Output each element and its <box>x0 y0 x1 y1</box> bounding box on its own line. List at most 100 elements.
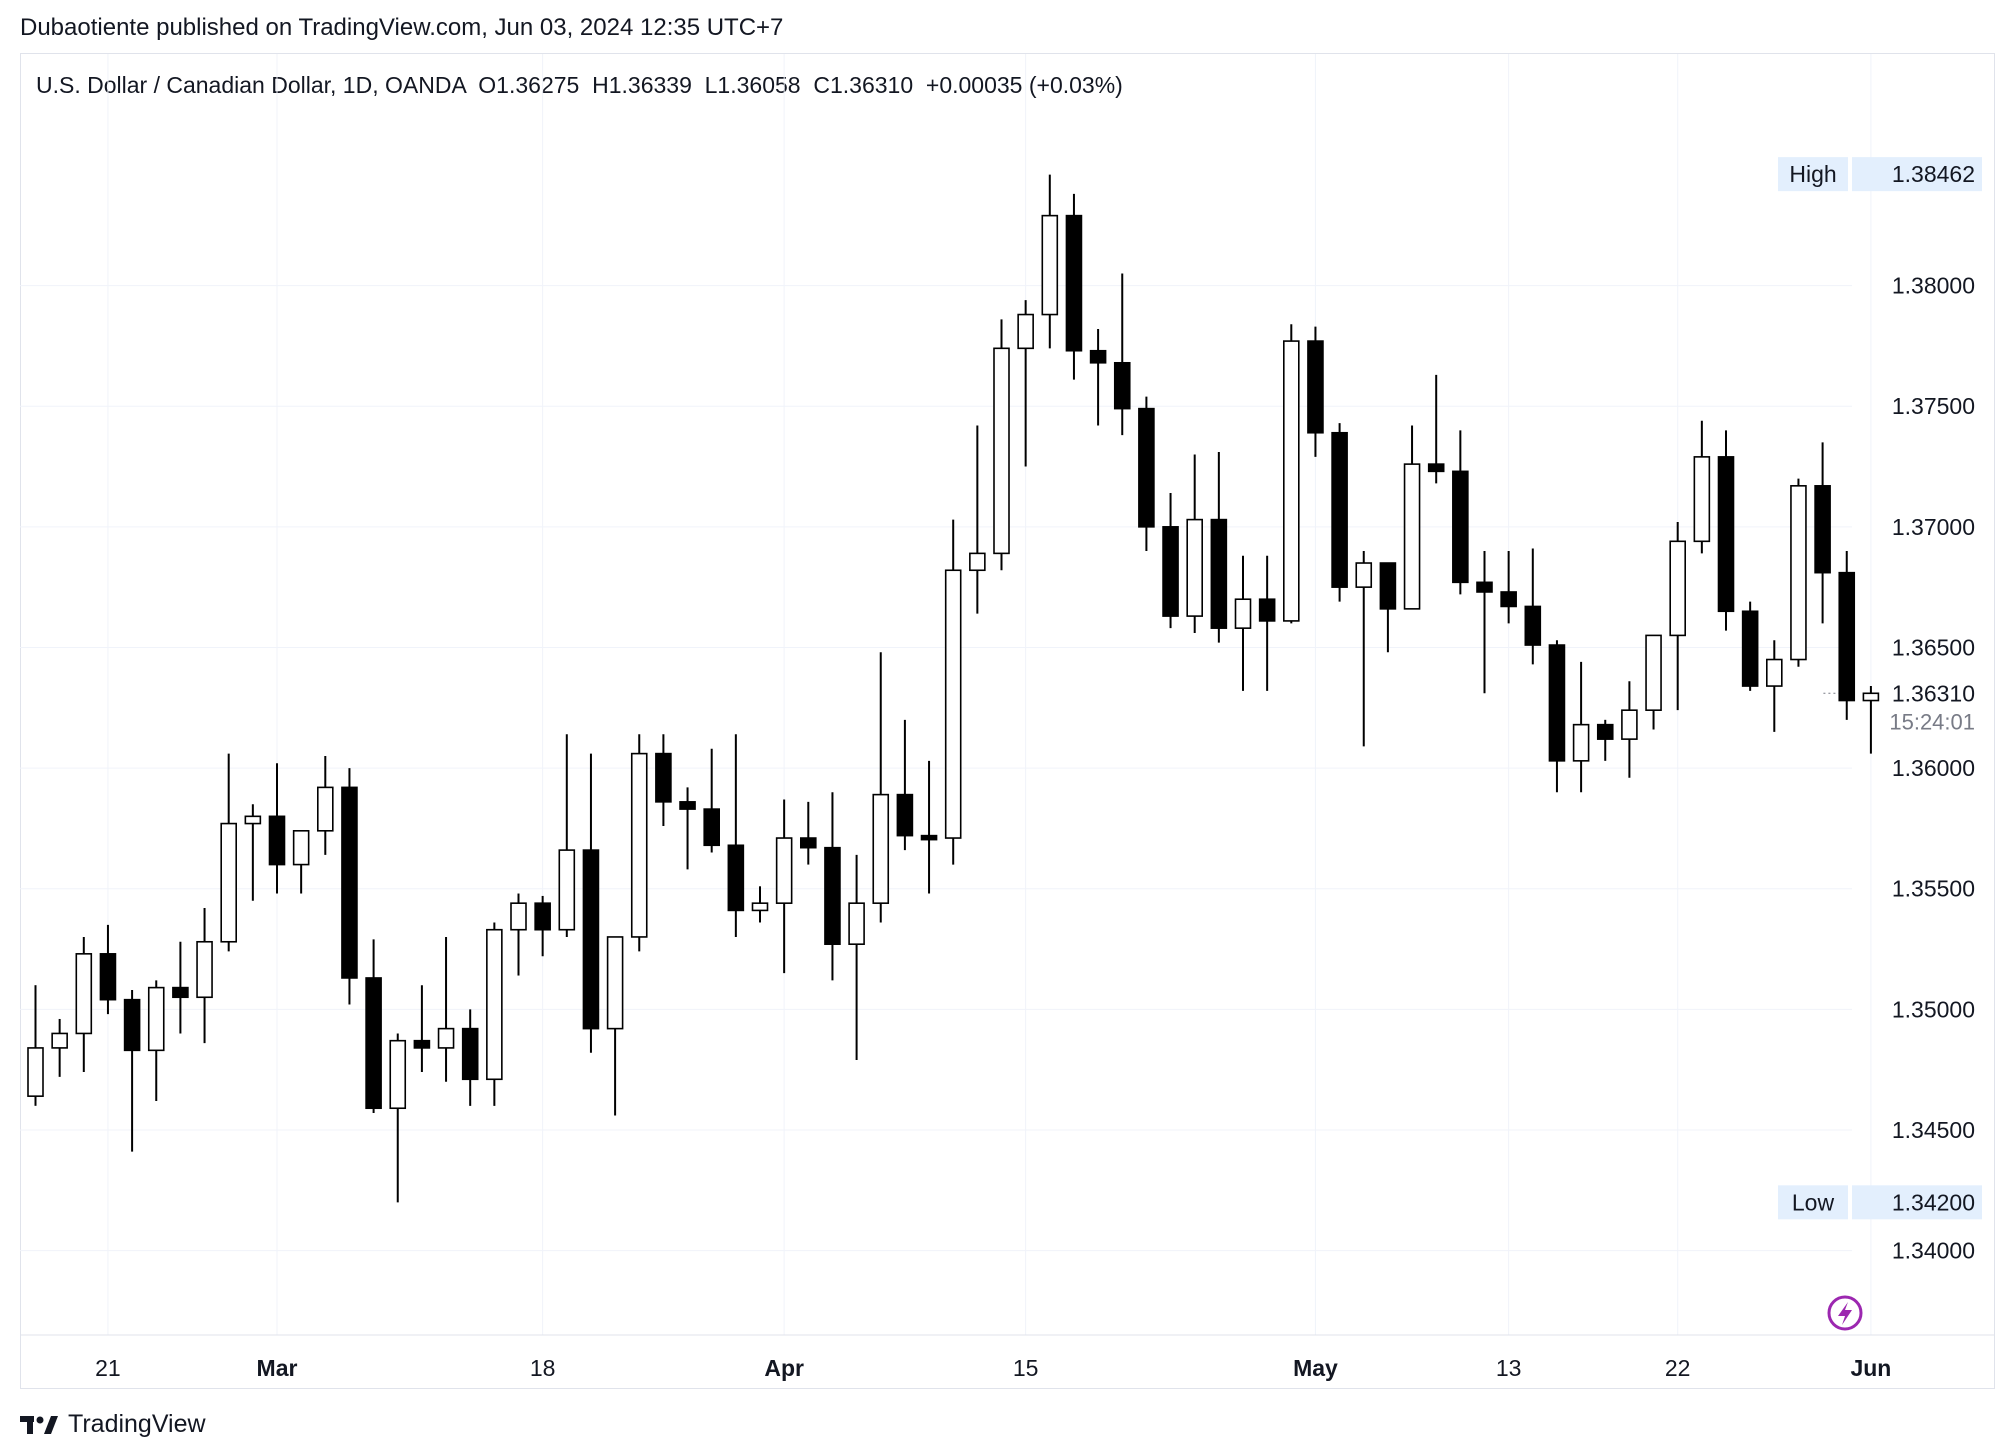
price-tick-label: 1.37000 <box>1892 514 1975 540</box>
candle <box>1283 324 1300 624</box>
candle <box>848 854 865 1060</box>
candle-body-up <box>220 822 237 943</box>
candle <box>437 936 455 1082</box>
candle <box>824 792 841 981</box>
chart-frame <box>20 53 1995 1389</box>
candle-body-up <box>606 936 624 1030</box>
candle <box>123 990 141 1152</box>
candle-body-up <box>1186 518 1203 617</box>
price-tick-label: 1.34000 <box>1892 1238 1975 1264</box>
candle-body-up <box>1234 598 1252 629</box>
candle <box>172 941 189 1034</box>
candle <box>147 980 165 1101</box>
candle-body-up <box>510 902 527 931</box>
candle-body-up <box>244 815 262 825</box>
candle-body-up <box>486 928 503 1081</box>
candle <box>99 924 117 1015</box>
candle <box>606 936 624 1116</box>
candle <box>1693 420 1711 554</box>
price-tick-label: 1.34500 <box>1892 1117 1975 1143</box>
candle-body-down <box>1548 644 1566 762</box>
candle-body-down <box>1162 526 1179 617</box>
candle <box>1186 454 1203 633</box>
low-tag: Low 1.34200 <box>1778 1185 1982 1220</box>
candle-body-up <box>848 902 865 945</box>
candle <box>1403 425 1421 610</box>
low-tag-value: 1.34200 <box>1892 1189 1975 1215</box>
candle-body-up <box>437 1027 455 1049</box>
high-tag-value: 1.38462 <box>1892 161 1975 187</box>
lightning-icon[interactable] <box>1827 1295 1863 1331</box>
candle-body-up <box>75 953 93 1035</box>
tradingview-logo-icon <box>20 1415 58 1434</box>
candle <box>1862 686 1880 754</box>
ohlc-high: H1.36339 <box>592 72 692 98</box>
candle-body-up <box>292 830 310 866</box>
candle-body-down <box>1427 463 1445 473</box>
candle-body-down <box>1524 605 1542 646</box>
candle-body-down <box>1210 518 1228 629</box>
candle-body-down <box>1717 456 1735 613</box>
low-tag-label-bg <box>1778 1185 1848 1220</box>
candle-body-down <box>1452 470 1469 584</box>
high-tag-label-bg <box>1778 157 1848 192</box>
candle-body-up <box>1766 658 1783 687</box>
candle-body-up <box>944 569 962 839</box>
candle <box>1476 550 1493 694</box>
tradingview-footer[interactable]: TradingView <box>20 1410 206 1439</box>
candle-body-down <box>534 902 551 931</box>
time-tick-label: May <box>1293 1355 1338 1381</box>
candle-body-up <box>1283 340 1300 622</box>
candle <box>1379 562 1397 653</box>
candle <box>1524 548 1542 665</box>
candle-body-down <box>1596 723 1614 740</box>
price-axis: 1.34000 1.34500 1.35000 1.35500 1.36000 1.365… <box>1778 157 1982 1264</box>
candle <box>1814 442 1831 624</box>
candle-body-up <box>630 752 648 938</box>
candle <box>1596 719 1614 761</box>
candle <box>1572 661 1590 793</box>
time-tick-label: 15 <box>1013 1355 1039 1381</box>
candle <box>1838 550 1856 720</box>
price-tick-label: 1.36000 <box>1892 755 1975 781</box>
candle-body-down <box>1065 214 1083 352</box>
candle <box>196 908 213 1044</box>
candle-body-up <box>196 940 213 999</box>
candle <box>944 519 962 865</box>
candle-body-down <box>123 998 141 1052</box>
price-tick-label: 1.36500 <box>1892 634 1975 660</box>
candle <box>799 801 817 865</box>
last-price-label: 1.36310 <box>1892 680 1975 706</box>
candle-body-down <box>413 1039 431 1049</box>
candle <box>727 734 745 937</box>
high-tag-value-bg <box>1852 157 1982 192</box>
candle-body-up <box>969 552 986 572</box>
time-tick-label: Mar <box>257 1355 298 1381</box>
candle-body-down <box>824 846 841 945</box>
candle-body-down <box>1113 361 1131 410</box>
candle-body-up <box>993 347 1010 555</box>
symbol-name[interactable]: U.S. Dollar / Canadian Dollar, 1D, OANDA <box>36 72 466 98</box>
candle-body-down <box>1331 431 1348 588</box>
ohlc-change: +0.00035 (+0.03%) <box>925 72 1123 98</box>
candle-body-up <box>1041 214 1059 316</box>
time-tick-label: Jun <box>1850 1355 1891 1381</box>
ohlc-close: C1.36310 <box>813 72 914 98</box>
candle-body-up <box>1669 540 1686 637</box>
candle <box>655 734 672 826</box>
candle-body-down <box>172 986 189 999</box>
time-tick-label: 18 <box>530 1355 556 1381</box>
candles <box>27 174 1880 1203</box>
candle-body-up <box>751 902 769 912</box>
time-tick-label: 22 <box>1665 1355 1691 1381</box>
candle <box>1790 478 1807 667</box>
candle-body-up <box>558 849 576 931</box>
candle <box>679 787 696 870</box>
candle <box>486 922 503 1106</box>
candle <box>751 886 769 923</box>
candle <box>341 768 358 1005</box>
bar-countdown: 15:24:01 <box>1889 709 1975 734</box>
candle-body-down <box>1500 591 1517 608</box>
price-tick-label: 1.35500 <box>1892 876 1975 902</box>
